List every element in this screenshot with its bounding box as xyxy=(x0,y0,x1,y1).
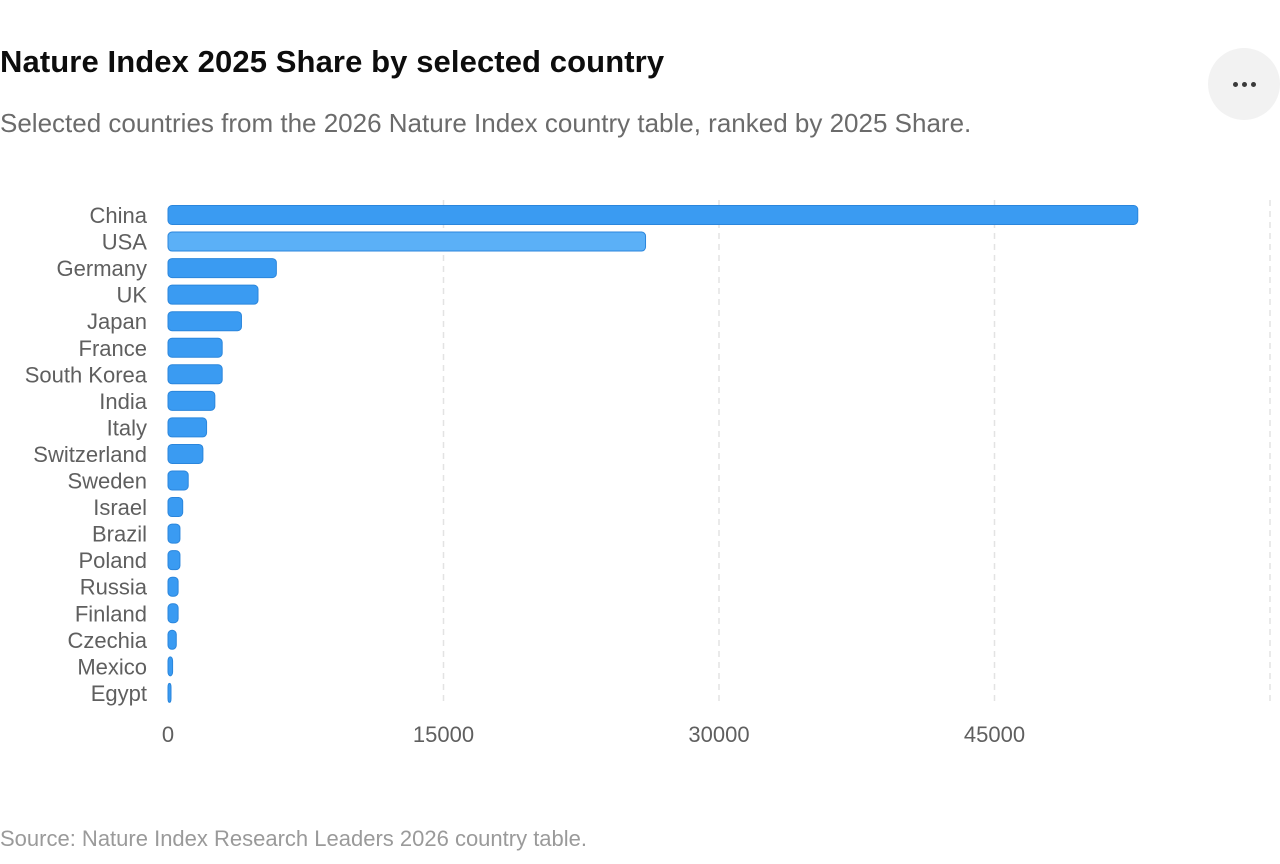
bar-south-korea[interactable] xyxy=(167,364,223,385)
category-label: Brazil xyxy=(92,522,147,547)
category-label: Israel xyxy=(93,495,147,520)
category-label: Egypt xyxy=(91,681,147,706)
category-label: France xyxy=(79,336,147,361)
bar-france[interactable] xyxy=(167,337,223,358)
bar-brazil[interactable] xyxy=(167,523,181,544)
bar-finland[interactable] xyxy=(167,603,179,624)
category-label: Czechia xyxy=(68,628,148,653)
bars xyxy=(167,205,1139,703)
x-axis-ticks: 0 15000 30000 45000 xyxy=(162,722,1025,747)
bar-russia[interactable] xyxy=(167,576,179,597)
category-label: Germany xyxy=(57,256,147,281)
bar-china[interactable] xyxy=(167,205,1139,225)
category-label: Poland xyxy=(78,548,147,573)
bar-switzerland[interactable] xyxy=(167,443,204,464)
x-tick-label: 15000 xyxy=(413,722,474,747)
more-horizontal-icon xyxy=(1232,81,1256,87)
bar-usa[interactable] xyxy=(167,231,647,252)
category-label: Mexico xyxy=(77,654,147,679)
source-note: Source: Nature Index Research Leaders 20… xyxy=(0,826,588,851)
x-tick-label: 30000 xyxy=(688,722,749,747)
bar-germany[interactable] xyxy=(167,258,277,279)
bar-czechia[interactable] xyxy=(167,629,177,650)
category-label: Switzerland xyxy=(33,442,147,467)
bar-israel[interactable] xyxy=(167,497,184,518)
bar-egypt[interactable] xyxy=(167,682,172,703)
grid-lines xyxy=(442,200,1271,705)
category-label: Japan xyxy=(87,309,147,334)
chart-title: Nature Index 2025 Share by selected coun… xyxy=(0,44,665,79)
category-label: Sweden xyxy=(67,469,147,494)
bar-sweden[interactable] xyxy=(167,470,189,491)
more-options-button[interactable] xyxy=(1208,48,1280,120)
x-tick-label: 0 xyxy=(162,722,174,747)
bar-japan[interactable] xyxy=(167,311,242,332)
x-tick-label: 45000 xyxy=(964,722,1025,747)
bar-uk[interactable] xyxy=(167,284,259,305)
category-label: UK xyxy=(116,283,147,308)
bar-poland[interactable] xyxy=(167,550,181,571)
category-label: South Korea xyxy=(25,362,148,387)
category-label: China xyxy=(90,203,148,228)
bar-india[interactable] xyxy=(167,390,216,411)
bar-mexico[interactable] xyxy=(167,656,174,677)
chart-subtitle: Selected countries from the 2026 Nature … xyxy=(0,108,972,138)
category-label: Finland xyxy=(75,601,147,626)
category-label: USA xyxy=(102,230,148,255)
bar-italy[interactable] xyxy=(167,417,208,438)
category-label: Russia xyxy=(80,575,148,600)
category-label: India xyxy=(99,389,147,414)
category-label: Italy xyxy=(107,415,147,440)
